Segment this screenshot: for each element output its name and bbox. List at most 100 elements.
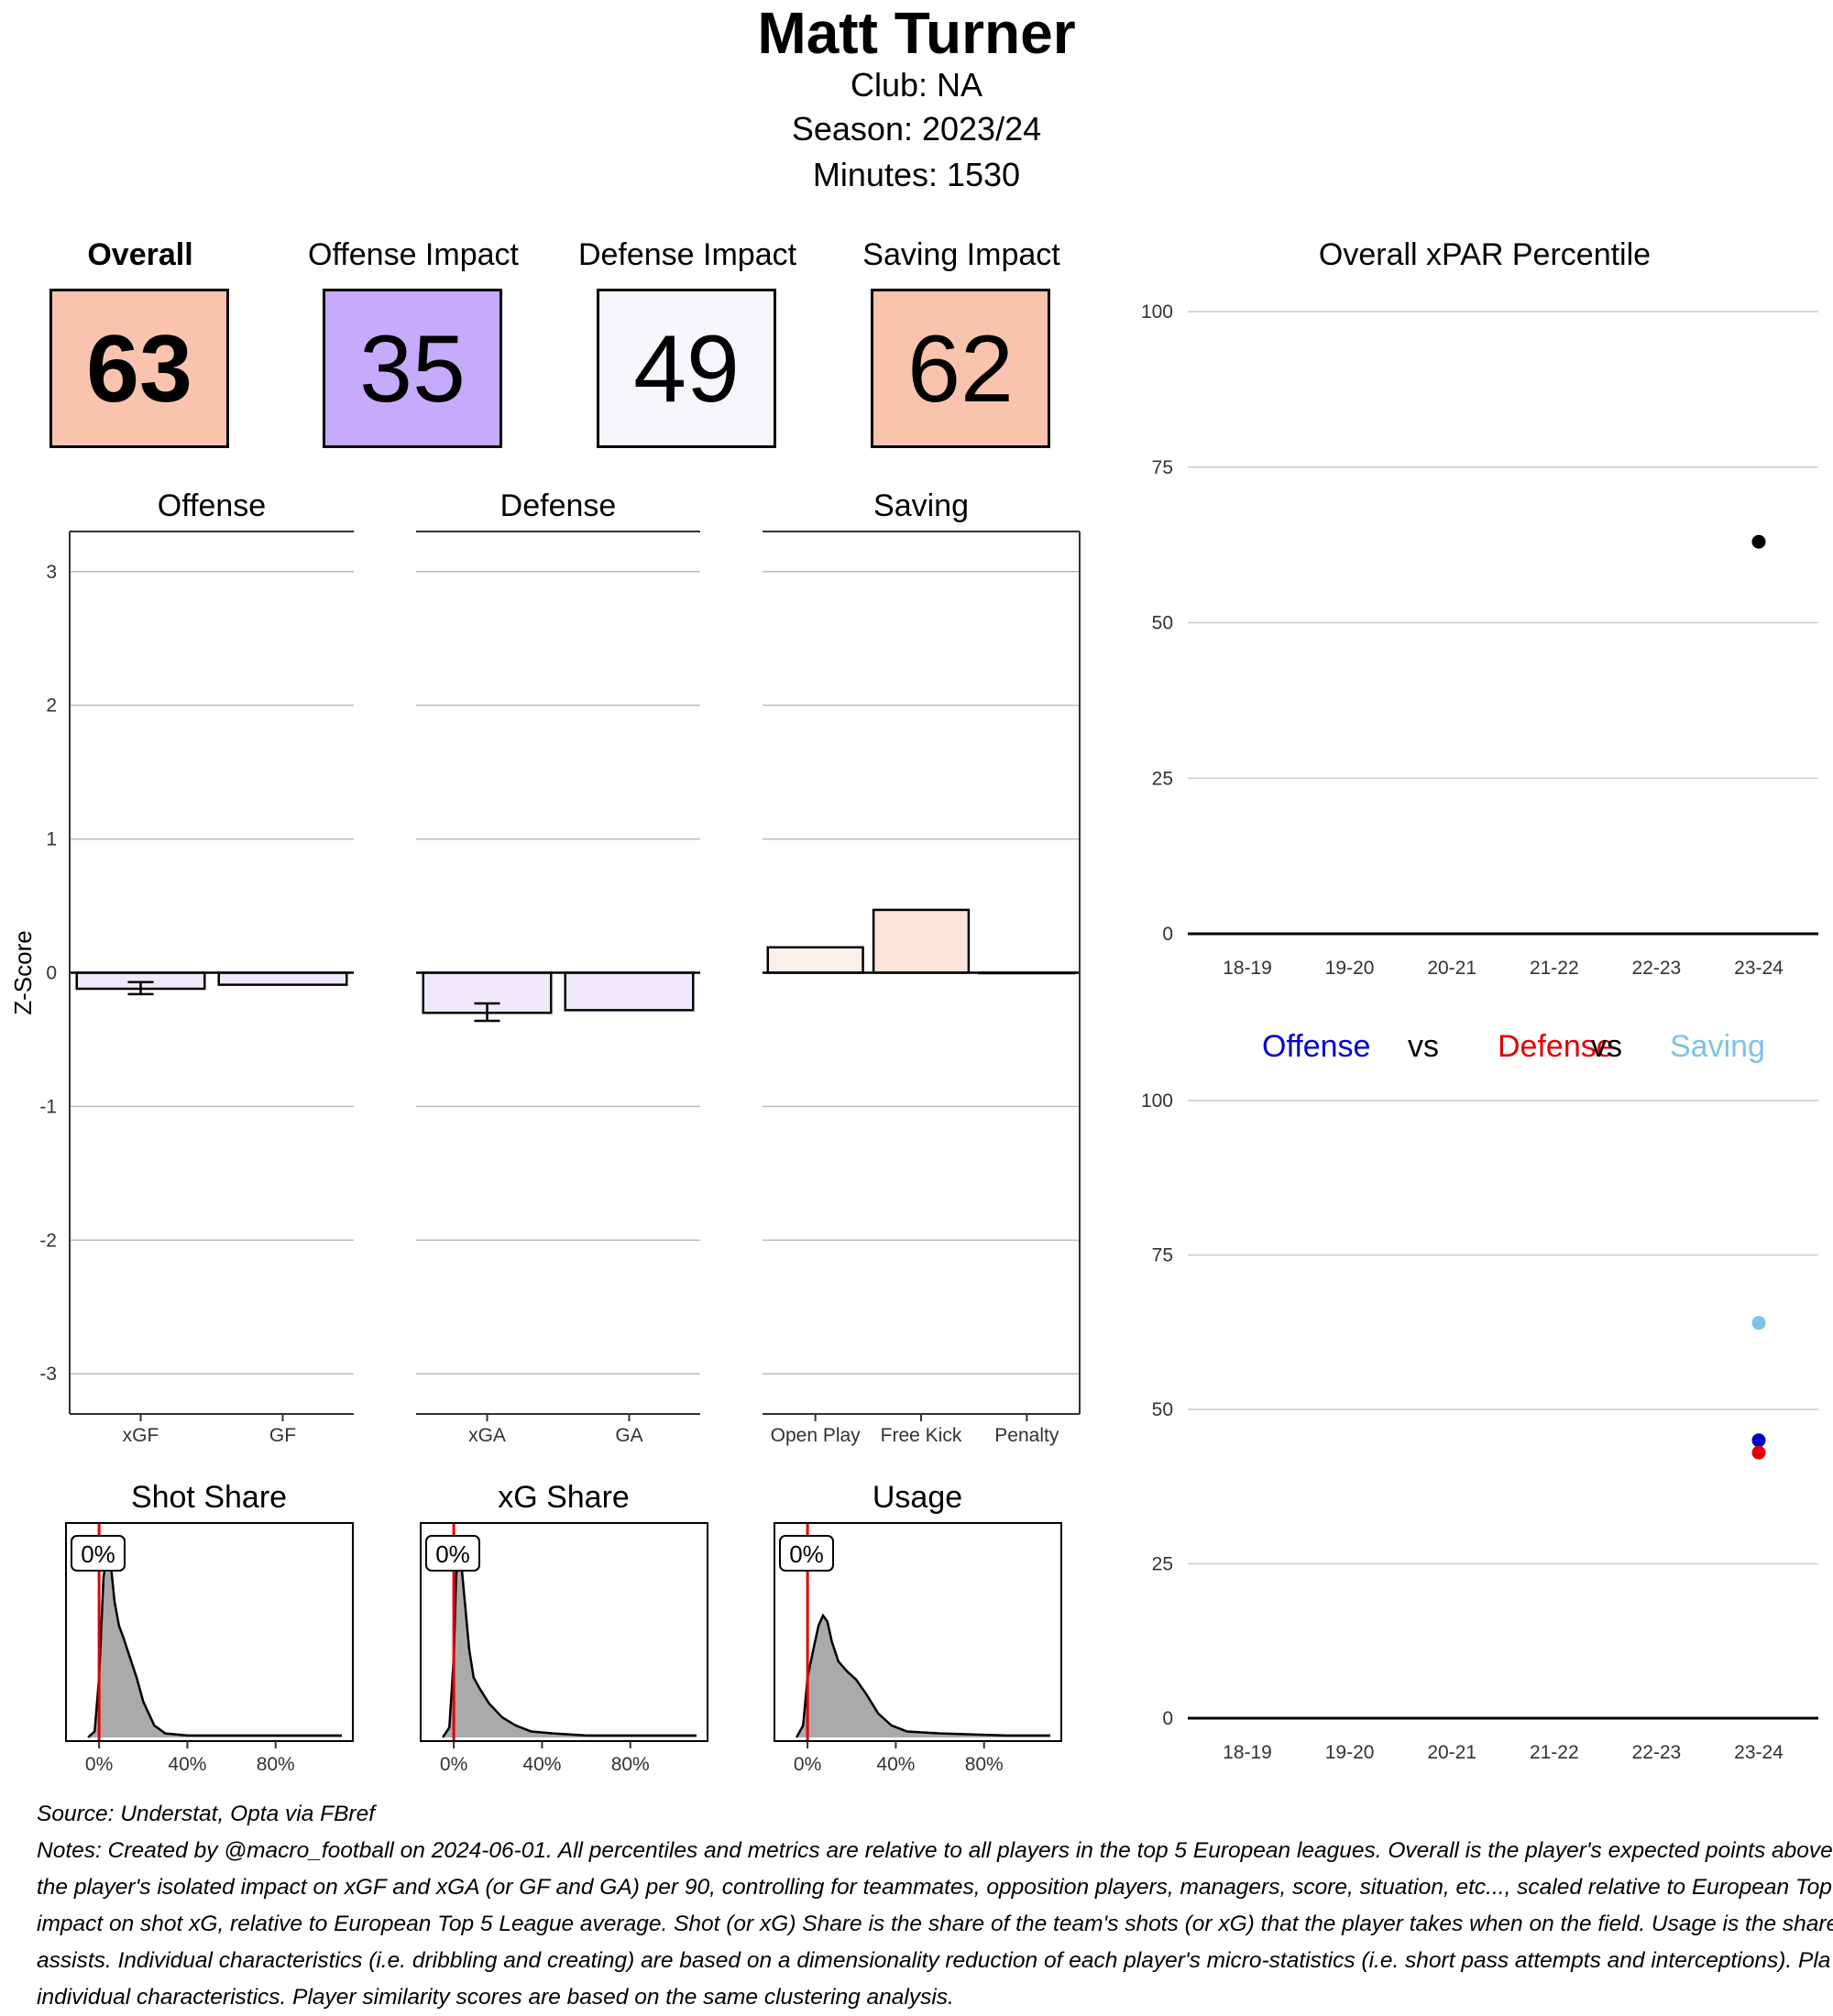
bar-ga xyxy=(564,971,695,1012)
notes-line: Notes: Created by @macro_football on 202… xyxy=(37,1838,1833,1863)
defense-impact-label: Defense Impact xyxy=(577,237,797,272)
bar-gf xyxy=(217,971,348,986)
z-score-tick-label: -2 xyxy=(39,1230,57,1251)
x-tick-label: 18-19 xyxy=(1223,1742,1272,1763)
xg-share-title: xG Share xyxy=(498,1480,630,1515)
x-tick-label: 40% xyxy=(168,1754,206,1775)
x-tick-label: GF xyxy=(269,1425,296,1446)
notes-line: assists. Individual characteristics (i.e… xyxy=(37,1948,1831,1973)
x-tick-label: 21-22 xyxy=(1530,1742,1579,1763)
y-tick-label: 50 xyxy=(1152,613,1173,634)
x-tick-label: 20-21 xyxy=(1427,1742,1476,1763)
z-score-tick-label: 1 xyxy=(46,829,57,850)
notes-line: individual characteristics. Player simil… xyxy=(37,1985,954,2010)
y-tick-label: 75 xyxy=(1152,457,1173,478)
y-tick-label: 100 xyxy=(1141,301,1173,323)
player-value-badge xyxy=(71,1535,126,1572)
player-value-badge xyxy=(779,1535,834,1572)
player-value-label: 0% xyxy=(789,1540,824,1568)
overall-score-box: 63 xyxy=(49,289,229,448)
density-line xyxy=(795,1613,1050,1738)
overall-label: Overall xyxy=(87,237,193,272)
x-tick-label: 19-20 xyxy=(1325,1742,1375,1763)
legend-saving: Saving xyxy=(1670,1029,1765,1064)
z-score-tick-label: -3 xyxy=(39,1364,57,1385)
offense-panel-title: Offense xyxy=(157,488,267,523)
z-score-tick-label: -1 xyxy=(39,1096,57,1117)
legend-offense: Offense xyxy=(1262,1029,1370,1064)
x-tick-label: 19-20 xyxy=(1325,958,1375,979)
x-tick-label: Penalty xyxy=(994,1425,1059,1446)
density-frame xyxy=(420,1522,708,1742)
x-tick-label: 0% xyxy=(85,1754,113,1775)
density-frame xyxy=(65,1522,354,1742)
y-tick-label: 25 xyxy=(1152,1554,1173,1575)
x-tick-label: xGF xyxy=(123,1425,159,1446)
density-area xyxy=(443,1538,697,1737)
x-tick-label: 18-19 xyxy=(1223,958,1272,979)
saving-panel-title: Saving xyxy=(873,488,969,523)
legend-separator: vs xyxy=(1408,1029,1439,1064)
offense-impact-box: 35 xyxy=(323,289,502,448)
x-tick-label: 80% xyxy=(965,1754,1004,1775)
y-tick-label: 0 xyxy=(1162,924,1173,945)
x-tick-label: 21-22 xyxy=(1530,958,1579,979)
x-tick-label: 80% xyxy=(611,1754,650,1775)
club-line: Club: NA xyxy=(850,66,983,104)
density-line xyxy=(87,1545,342,1738)
x-tick-label: Open Play xyxy=(771,1425,862,1446)
x-tick-label: xGA xyxy=(468,1425,506,1446)
x-tick-label: 40% xyxy=(876,1754,915,1775)
point-defense xyxy=(1751,1445,1766,1460)
point-saving xyxy=(1751,1316,1766,1331)
player-value-label: 0% xyxy=(81,1540,115,1568)
shot-share-title: Shot Share xyxy=(130,1480,288,1515)
x-tick-label: Free Kick xyxy=(881,1425,962,1446)
legend-separator: vs xyxy=(1591,1029,1622,1064)
x-tick-label: 22-23 xyxy=(1632,1742,1682,1763)
y-tick-label: 100 xyxy=(1141,1090,1173,1112)
point-overall xyxy=(1751,534,1766,549)
z-score-tick-label: 0 xyxy=(46,963,57,984)
notes: Source: Understat, Opta via FBref Notes:… xyxy=(37,1796,1833,2016)
x-tick-label: 80% xyxy=(257,1754,295,1775)
x-tick-label: 23-24 xyxy=(1734,958,1784,979)
source-line: Source: Understat, Opta via FBref xyxy=(37,1802,376,1826)
notes-line: impact on shot xG, relative to European … xyxy=(37,1912,1833,1936)
z-score-tick-label: 3 xyxy=(46,562,57,583)
z-score-tick-label: 2 xyxy=(46,696,57,717)
z-score-axis-label: Z-Score xyxy=(9,930,37,1014)
x-tick-label: GA xyxy=(615,1425,642,1446)
usage-title: Usage xyxy=(872,1480,963,1515)
y-tick-label: 50 xyxy=(1152,1399,1173,1420)
bar-open-play xyxy=(766,946,864,974)
density-area xyxy=(796,1616,1050,1737)
y-tick-label: 75 xyxy=(1152,1245,1173,1266)
x-tick-label: 40% xyxy=(522,1754,561,1775)
legend-defense: Defense xyxy=(1498,1029,1614,1064)
minutes-line: Minutes: 1530 xyxy=(812,156,1021,193)
density-line xyxy=(442,1537,697,1738)
point-offense xyxy=(1751,1433,1766,1448)
x-tick-label: 0% xyxy=(794,1754,821,1775)
x-tick-label: 0% xyxy=(440,1754,467,1775)
overall-percentile-title: Overall xPAR Percentile xyxy=(1318,237,1652,272)
player-value-label: 0% xyxy=(435,1540,470,1568)
saving-impact-label: Saving Impact xyxy=(862,237,1060,272)
y-tick-label: 25 xyxy=(1152,768,1173,789)
player-value-badge xyxy=(425,1535,480,1572)
x-tick-label: 22-23 xyxy=(1632,958,1682,979)
season-line: Season: 2023/24 xyxy=(791,110,1042,148)
offense-impact-label: Offense Impact xyxy=(308,237,519,272)
bar-free-kick xyxy=(872,908,971,974)
density-area xyxy=(88,1545,342,1737)
x-tick-label: 20-21 xyxy=(1427,958,1476,979)
saving-impact-box: 62 xyxy=(871,289,1050,448)
notes-line: the player's isolated impact on xGF and … xyxy=(37,1875,1833,1900)
y-tick-label: 0 xyxy=(1162,1708,1173,1729)
density-frame xyxy=(774,1522,1062,1742)
player-name: Matt Turner xyxy=(757,0,1076,66)
defense-panel-title: Defense xyxy=(499,488,617,523)
defense-impact-box: 49 xyxy=(597,289,776,448)
